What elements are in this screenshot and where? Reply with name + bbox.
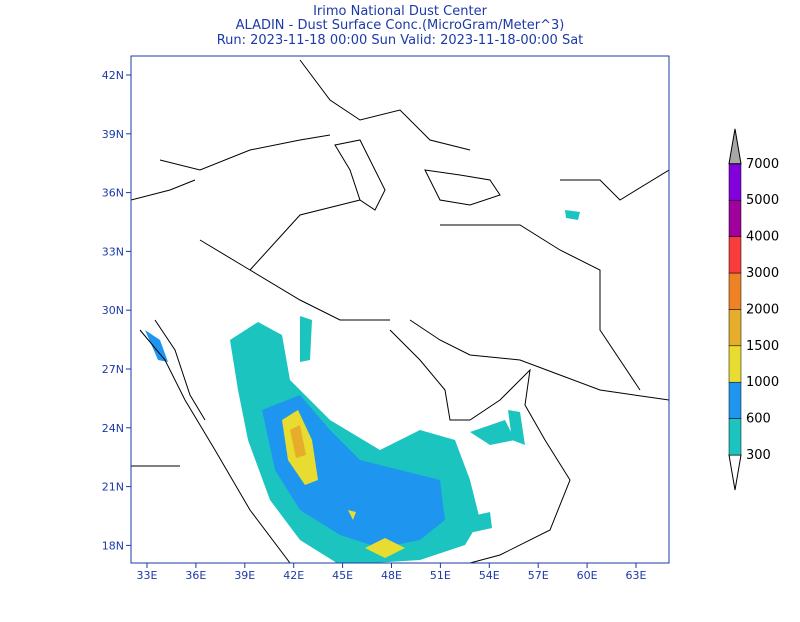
lon-label: 60E	[577, 569, 598, 582]
colorbar-band	[728, 381, 742, 419]
lat-label: 18N	[102, 539, 124, 552]
colorbar-band	[728, 345, 742, 383]
map	[130, 55, 670, 564]
lon-label: 39E	[234, 569, 255, 582]
colorbar-band	[728, 199, 742, 237]
lon-label: 54E	[479, 569, 500, 582]
colorbar-over	[728, 128, 742, 165]
lat-label: 36N	[102, 187, 124, 200]
colorbar-label: 3000	[746, 266, 779, 281]
lon-label: 51E	[430, 569, 451, 582]
colorbar-band	[728, 309, 742, 347]
colorbar-label: 1500	[746, 339, 779, 354]
title: Irimo National Dust Center	[313, 4, 488, 19]
lat-label: 30N	[102, 304, 124, 317]
lon-label: 45E	[332, 569, 353, 582]
colorbar-label: 2000	[746, 302, 779, 317]
lat-label: 39N	[102, 128, 124, 141]
lat-label: 24N	[102, 422, 124, 435]
colorbar-label: 300	[746, 448, 771, 463]
run-line: Run: 2023-11-18 00:00 Sun Valid: 2023-11…	[217, 33, 584, 48]
colorbar-label: 5000	[746, 193, 779, 208]
lon-label: 42E	[283, 569, 304, 582]
colorbar-band	[728, 272, 742, 310]
lon-label: 63E	[626, 569, 647, 582]
colorbar-label: 4000	[746, 230, 779, 245]
lon-label: 33E	[137, 569, 158, 582]
colorbar-band	[728, 418, 742, 456]
lon-label: 57E	[528, 569, 549, 582]
subtitle: ALADIN - Dust Surface Conc.(MicroGram/Me…	[236, 18, 565, 33]
lat-label: 27N	[102, 363, 124, 376]
lon-label: 48E	[381, 569, 402, 582]
lat-label: 21N	[102, 481, 124, 494]
lat-label: 33N	[102, 245, 124, 258]
colorbar-band	[728, 163, 742, 201]
colorbar-under	[728, 454, 742, 491]
colorbar-label: 7000	[746, 157, 779, 172]
lon-label: 36E	[185, 569, 206, 582]
colorbar-label: 1000	[746, 375, 779, 390]
colorbar-label: 600	[746, 412, 771, 427]
colorbar-band	[728, 236, 742, 274]
lat-label: 42N	[102, 69, 124, 82]
